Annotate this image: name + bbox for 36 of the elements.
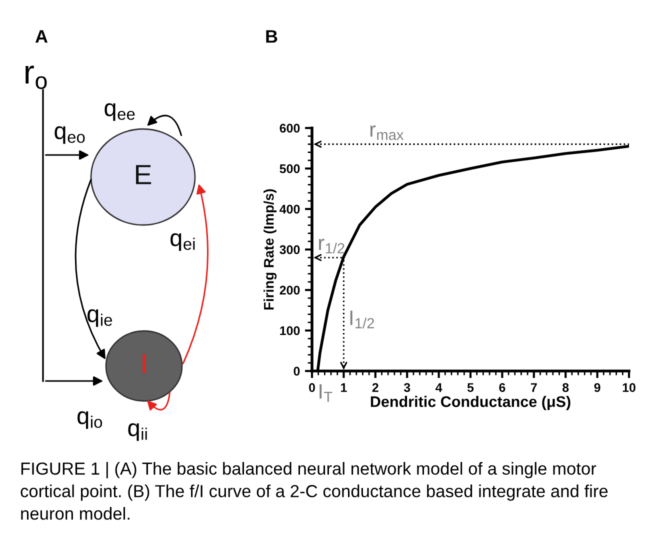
text: q$_{ei}$ [170,233,195,251]
x-tick-label: 1 [341,383,347,392]
text: q$_{io}$ [78,411,102,429]
text: r$_{o}$ [26,66,47,90]
chart-title: B [266,30,278,43]
ref-line-label: r$_{1/2}$ [319,238,344,254]
y-tick-label: 500 [280,164,300,174]
x-axis-title: Dendritic Conductance (μS) [370,396,570,410]
y-tick-label: 300 [280,245,300,254]
text: E [136,165,152,184]
x-tick-label: 7 [530,383,537,392]
annotation: I$_{T}$ [320,384,332,402]
x-tick-label: 9 [594,383,600,392]
x-tick-label: 8 [562,383,569,392]
x-tick-label: 4 [436,383,442,392]
y-tick-label: 400 [280,204,300,214]
y-tick-label: 0 [294,366,300,376]
text: q$_{ee}$ [104,103,135,121]
text: I [142,354,146,374]
x-tick-label: 10 [622,383,636,392]
text: q$_{eo}$ [54,126,85,144]
text: A [35,30,48,43]
y-tick-label: 100 [280,326,300,336]
y-tick-label: 200 [280,286,300,295]
y-tick-label: 600 [280,124,300,133]
text: q$_{ie}$ [88,309,112,327]
y-axis-title: Firing Rate (Imp/s) [264,189,277,310]
ref-line-label: r$_{max}$ [370,125,404,140]
caption: FIGURE 1 | (A) The basic balanced neural network model of a single motor cortical point. (B) The f/I curve of a 2-C conductance based integrate and fire neuron model. [20,462,608,520]
x-tick-label: 5 [467,383,474,392]
ref-line-label: I$_{1/2}$ [350,310,374,328]
text: q$_{ii}$ [128,423,147,441]
x-tick-label: 6 [499,383,506,392]
x-tick-label: 3 [404,383,410,392]
x-tick-label: 2 [372,383,378,392]
x-tick-label: 0 [309,383,315,392]
